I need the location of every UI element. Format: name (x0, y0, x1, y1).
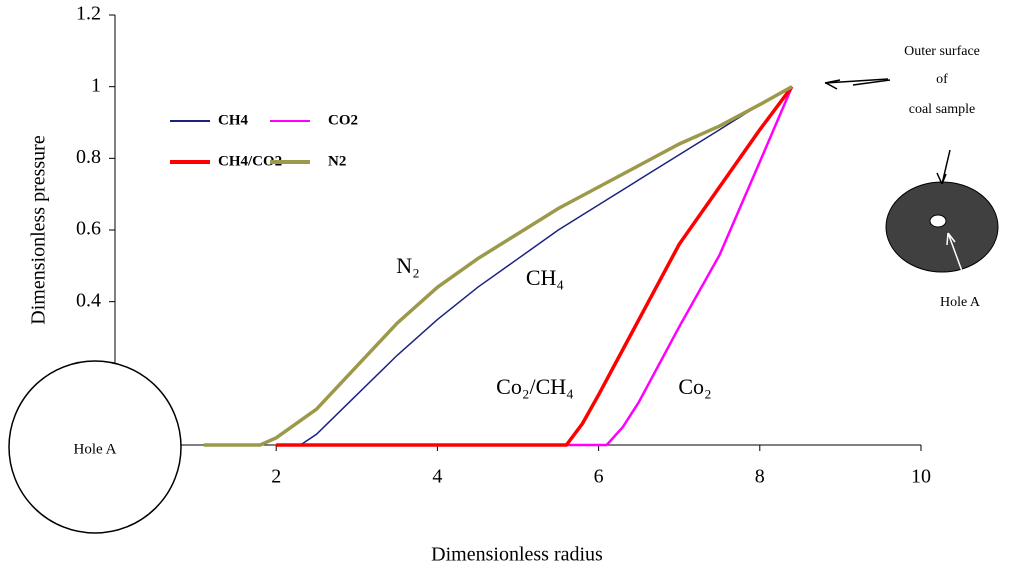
y-tick-label: 1.2 (76, 3, 101, 25)
x-tick-label: 8 (755, 466, 765, 488)
arrow (824, 78, 889, 84)
legend-label: N2 (328, 153, 346, 169)
legend-label: CH4/CO2 (218, 153, 282, 169)
x-tick-label: 10 (911, 466, 931, 488)
annotation: Co₂ (678, 374, 711, 399)
x-tick-label: 4 (432, 466, 442, 488)
arrow (936, 149, 951, 185)
hole-circle (8, 360, 182, 534)
annotation: coal sample (909, 102, 975, 117)
annotation: Co₂/CH₄ (496, 374, 574, 399)
annotation: CH₄ (526, 265, 564, 290)
annotation: Hole A (940, 295, 981, 310)
hole-a-small (929, 214, 947, 228)
annotation: N₂ (396, 253, 420, 278)
annotation: Outer surface (904, 44, 980, 59)
y-tick-label: 0.4 (76, 289, 101, 311)
annotation: Hole A (74, 441, 117, 457)
x-tick-label: 6 (594, 466, 604, 488)
arrow (946, 232, 967, 283)
x-tick-label: 2 (271, 466, 281, 488)
legend-label: CO2 (328, 112, 358, 128)
coal-sample (885, 181, 999, 273)
y-tick-label: 1 (91, 74, 101, 96)
series-line (299, 86, 793, 446)
annotation: of (936, 72, 948, 87)
series-line (566, 86, 794, 447)
series-line (203, 85, 793, 447)
y-tick-label: 0.8 (76, 146, 101, 168)
y-axis-label: Dimensionless pressure (28, 135, 50, 325)
legend-label: CH4 (218, 112, 249, 128)
x-axis-label: Dimensionless radius (431, 544, 603, 566)
series-line (276, 85, 794, 447)
y-tick-label: 0.6 (76, 218, 101, 240)
